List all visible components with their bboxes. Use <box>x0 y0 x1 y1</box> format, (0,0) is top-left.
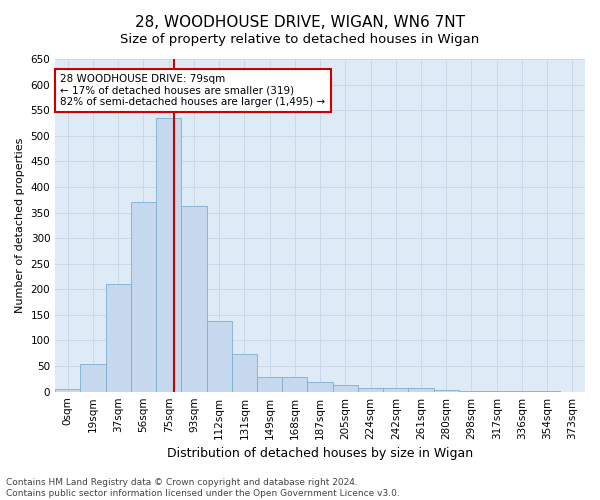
Bar <box>434 390 459 392</box>
Bar <box>282 378 307 392</box>
Bar <box>459 390 484 392</box>
Text: 28, WOODHOUSE DRIVE, WIGAN, WN6 7NT: 28, WOODHOUSE DRIVE, WIGAN, WN6 7NT <box>135 15 465 30</box>
Text: 28 WOODHOUSE DRIVE: 79sqm
← 17% of detached houses are smaller (319)
82% of semi: 28 WOODHOUSE DRIVE: 79sqm ← 17% of detac… <box>61 74 326 107</box>
Bar <box>131 202 156 392</box>
Bar <box>80 364 106 392</box>
Bar <box>307 382 332 392</box>
Bar <box>55 389 80 392</box>
Bar <box>484 390 509 392</box>
Bar <box>409 388 434 392</box>
Bar <box>509 390 535 392</box>
Bar <box>257 378 282 392</box>
Bar <box>206 321 232 392</box>
Bar <box>535 391 560 392</box>
Bar <box>358 388 383 392</box>
Bar <box>181 206 206 392</box>
Text: Size of property relative to detached houses in Wigan: Size of property relative to detached ho… <box>121 32 479 46</box>
Bar <box>106 284 131 392</box>
Bar <box>383 388 409 392</box>
Text: Contains HM Land Registry data © Crown copyright and database right 2024.
Contai: Contains HM Land Registry data © Crown c… <box>6 478 400 498</box>
Bar <box>332 385 358 392</box>
Bar <box>156 118 181 392</box>
X-axis label: Distribution of detached houses by size in Wigan: Distribution of detached houses by size … <box>167 447 473 460</box>
Bar <box>232 354 257 392</box>
Y-axis label: Number of detached properties: Number of detached properties <box>15 138 25 313</box>
